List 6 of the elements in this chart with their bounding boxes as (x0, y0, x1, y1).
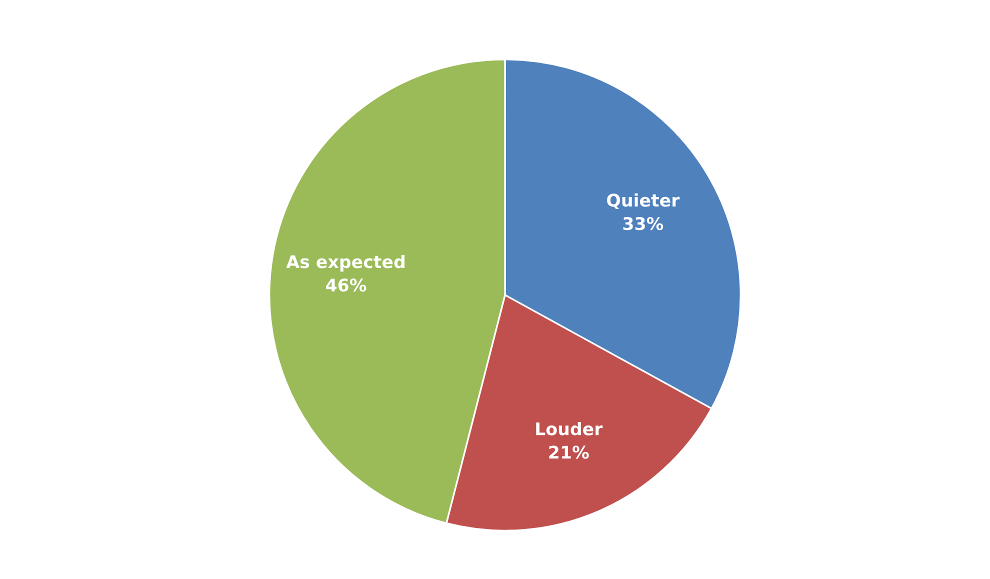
slice-label: Quieter (607, 193, 680, 210)
data-label: 46% (326, 278, 366, 292)
slice-label: Louder (536, 422, 603, 436)
data-label: 33% (623, 217, 664, 230)
slice-label: As expected (286, 254, 404, 272)
data-label: 21% (549, 446, 589, 459)
